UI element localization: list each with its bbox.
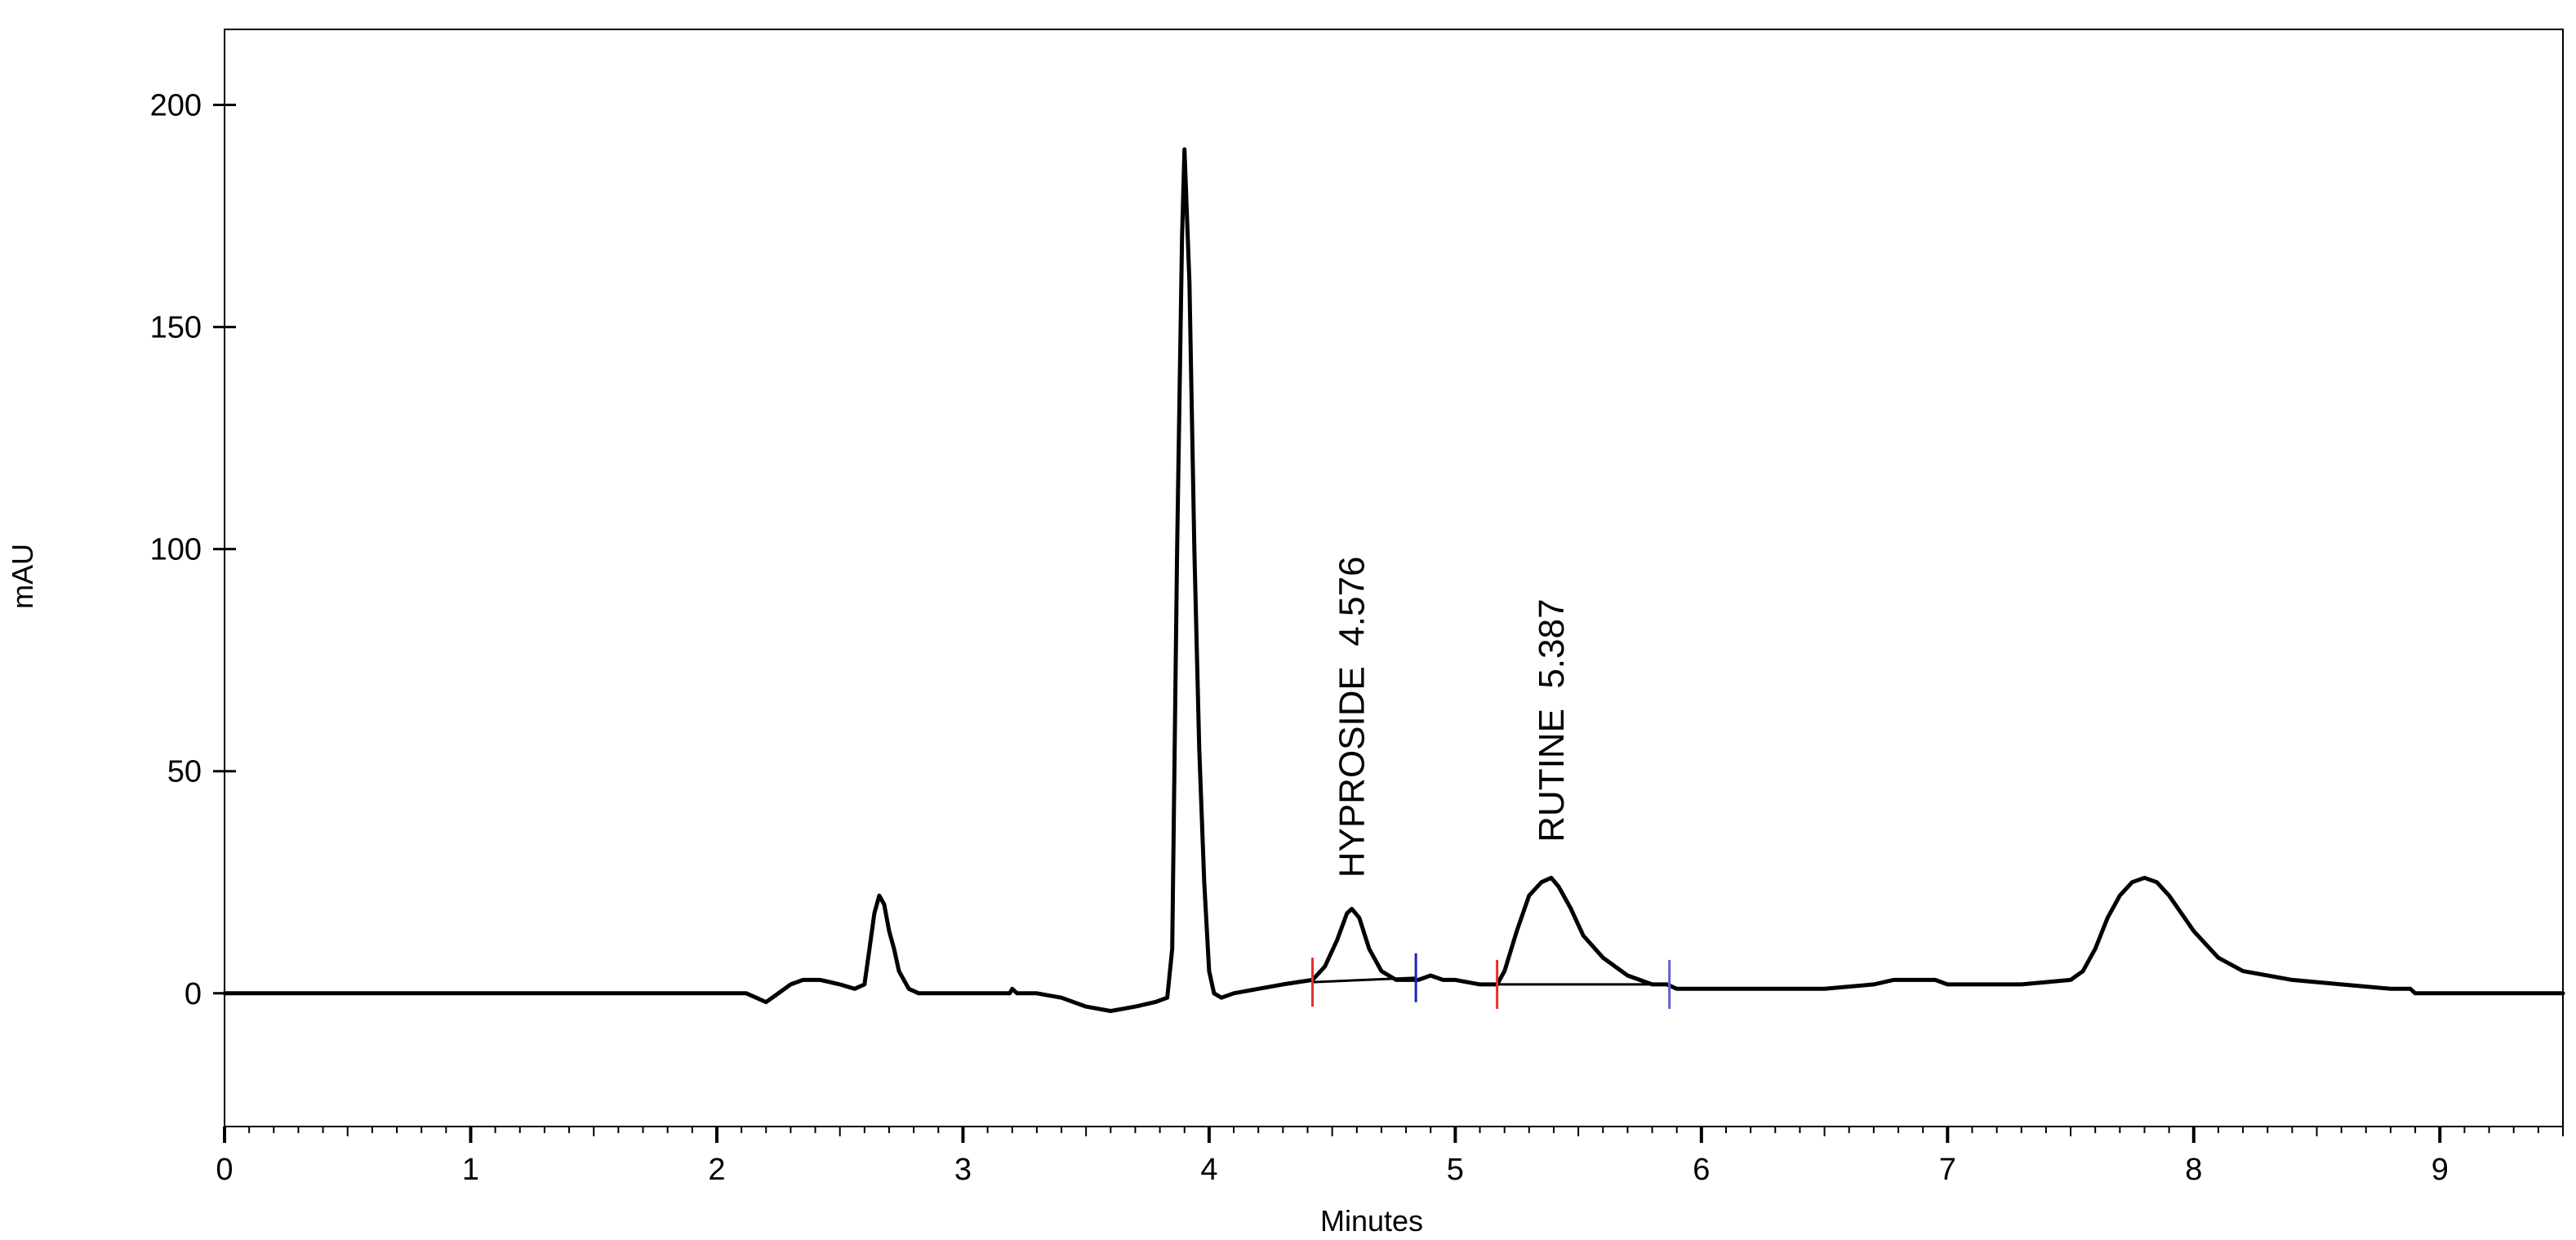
peak-annotation-group: HYPROSIDE 4.576 RUTINE 5.387	[1332, 557, 1572, 878]
y-tick-label: 50	[167, 755, 202, 789]
y-tick-label: 200	[150, 89, 202, 123]
y-axis-title: mAU	[6, 544, 39, 609]
x-tick-label: 6	[1693, 1153, 1710, 1187]
peak-label: HYPROSIDE 4.576	[1332, 557, 1373, 878]
plot-frame	[224, 29, 2564, 1127]
plot-area-border	[224, 29, 2564, 1127]
x-tick-label: 5	[1447, 1153, 1464, 1187]
x-tick-label: 9	[2431, 1153, 2449, 1187]
x-tick-label: 8	[2185, 1153, 2202, 1187]
x-tick-label: 0	[216, 1153, 233, 1187]
x-axis: 0 1 2 3 4 5 6 7 8 9	[216, 1127, 2564, 1187]
integration-marker-group	[1311, 953, 1671, 1009]
y-tick-label: 100	[150, 533, 202, 567]
y-axis: 0 50 100 150 200	[150, 89, 236, 1011]
x-tick-label: 2	[708, 1153, 725, 1187]
series-group	[222, 147, 2565, 1013]
x-tick-label: 7	[1939, 1153, 1956, 1187]
y-tick-label: 150	[150, 311, 202, 345]
x-tick-label: 4	[1200, 1153, 1217, 1187]
peak-label: RUTINE 5.387	[1532, 598, 1572, 842]
x-axis-title: Minutes	[1320, 1204, 1423, 1238]
y-tick-label: 0	[185, 977, 202, 1011]
x-tick-label: 3	[954, 1153, 972, 1187]
signal-trace	[222, 147, 2565, 1013]
x-tick-label: 1	[462, 1153, 479, 1187]
